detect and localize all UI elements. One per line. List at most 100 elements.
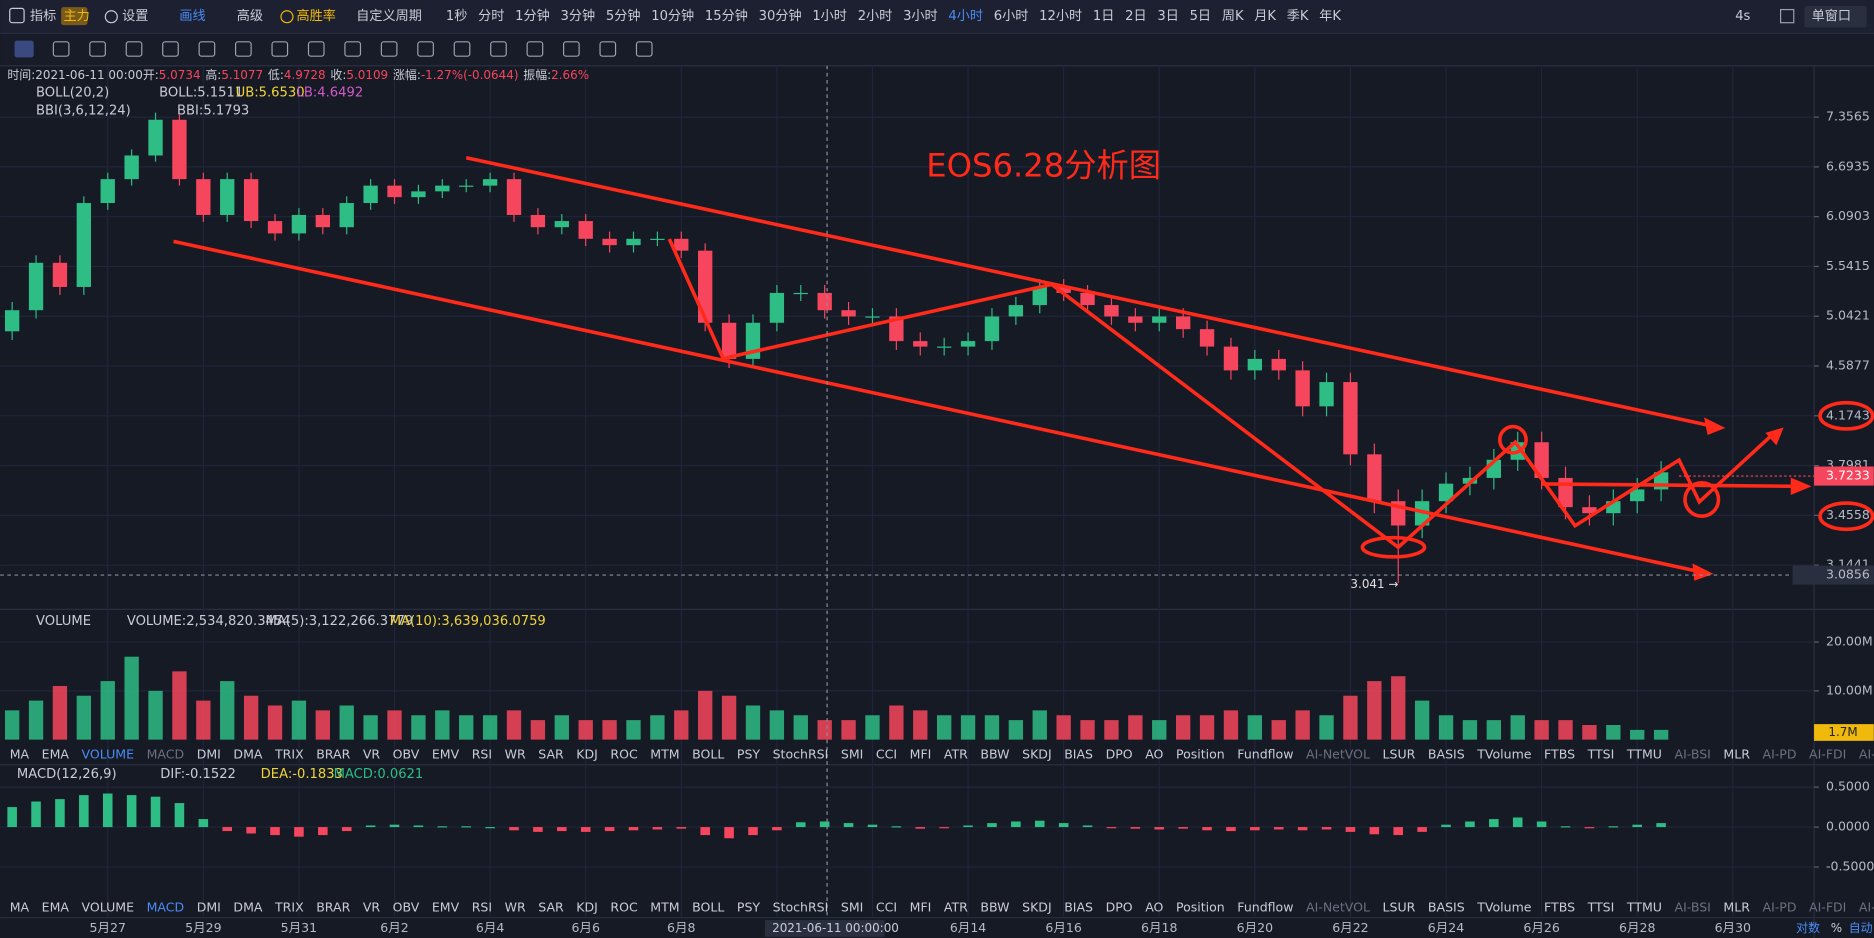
indicator-tab[interactable]: EMV [432,900,460,915]
indicator-tab[interactable]: AO [1145,900,1163,915]
tool-icon[interactable] [198,41,216,57]
indicator-tab[interactable]: MACD [147,900,185,915]
period-option[interactable]: 5分钟 [606,7,641,24]
indicator-tab[interactable]: KDJ [576,900,598,915]
indicator-tab[interactable]: MFI [910,900,932,915]
tool-icon[interactable] [307,41,325,57]
indicator-tab[interactable]: AI-PD [1763,900,1797,915]
indicator-tab[interactable]: BOLL [692,747,724,762]
tool-icon[interactable] [453,41,471,57]
period-option[interactable]: 6小时 [994,8,1029,24]
indicator-tab[interactable]: CCI [876,900,897,915]
indicator-tab[interactable]: Fundflow [1237,747,1293,762]
tool-icon[interactable] [52,41,70,57]
window-label[interactable]: 单窗口 [1812,7,1851,24]
period-option[interactable]: 15分钟 [705,7,748,24]
indicator-tab[interactable]: PSY [737,747,761,762]
tool-icon[interactable] [271,41,289,57]
tool-icon[interactable] [599,41,617,57]
indicator-tab[interactable]: ATR [944,900,968,915]
indicator-tab[interactable]: BBW [980,900,1009,915]
axis-option[interactable]: 对数 [1796,920,1820,935]
axis-option[interactable]: 自动 [1849,921,1873,935]
indicator-tab[interactable]: OBV [393,747,420,762]
period-option[interactable]: 1秒 [446,8,467,24]
menu-winrate[interactable]: 高胜率 [297,7,336,24]
indicator-tab[interactable]: LSUR [1383,900,1416,915]
tool-icon[interactable] [380,41,398,57]
indicator-tab[interactable]: TVolume [1476,747,1532,762]
indicator-tab[interactable]: FTBS [1544,900,1575,915]
period-option[interactable]: 3分钟 [561,7,596,24]
indicator-tab[interactable]: BBW [980,747,1009,762]
indicator-tab[interactable]: AI-FDI [1809,900,1846,915]
tool-icon[interactable] [344,41,362,57]
indicator-tab[interactable]: Position [1176,747,1225,762]
period-option[interactable]: 分时 [478,8,504,24]
indicator-tab[interactable]: CCI [876,747,897,762]
indicator-tab[interactable]: SKDJ [1022,900,1052,915]
indicator-tab[interactable]: DPO [1106,900,1133,915]
indicator-tab[interactable]: MLR [1723,900,1750,915]
indicator-tab[interactable]: MTM [650,747,679,762]
tool-icon[interactable] [562,41,580,57]
indicator-tab[interactable]: TTMU [1626,900,1662,915]
period-option[interactable]: 1分钟 [515,7,550,24]
period-option[interactable]: 3小时 [903,8,938,24]
indicator-tab[interactable]: AI-BSI [1675,747,1711,762]
menu-indicator[interactable]: 指标 [30,8,56,24]
indicator-tab[interactable]: WR [505,747,526,762]
indicator-tab[interactable]: PSY [737,900,761,915]
period-option[interactable]: 2日 [1125,9,1146,24]
period-option[interactable]: 周K [1222,9,1244,24]
indicator-tab[interactable]: MTM [650,900,679,915]
indicator-tab[interactable]: VR [363,747,381,762]
window-button[interactable] [1804,5,1867,28]
indicator-tab[interactable]: AI-NetVOL [1306,747,1370,762]
indicator-tab[interactable]: ROC [610,747,638,762]
indicator-tab[interactable]: EMA [42,747,70,762]
indicator-tab[interactable]: LSUR [1383,747,1416,762]
indicator-tab[interactable]: TTSI [1587,900,1615,915]
period-option[interactable]: 1小时 [812,8,847,24]
tool-icon[interactable] [490,41,507,57]
indicator-tab[interactable]: SKDJ [1022,747,1052,762]
indicator-tab[interactable]: TTSI [1587,747,1615,762]
indicator-tab[interactable]: SAR [538,747,564,762]
period-option[interactable]: 2小时 [858,8,893,24]
period-option[interactable]: 5日 [1190,9,1211,24]
indicator-tab[interactable]: DMI [197,747,221,762]
indicator-tab[interactable]: ATR [944,747,968,762]
indicator-tab[interactable]: AI-LI [1859,900,1874,915]
indicator-tab[interactable]: DMA [233,900,262,915]
tool-icon[interactable] [234,41,252,57]
indicator-tab[interactable]: EMA [42,900,70,915]
indicator-tab[interactable]: BOLL [692,900,724,915]
indicator-tab[interactable]: DMI [197,900,221,915]
indicator-tab[interactable]: WR [505,900,526,915]
indicator-tab[interactable]: BRAR [316,900,350,915]
period-option[interactable]: 1日 [1093,9,1114,24]
indicator-tab[interactable]: TTMU [1626,747,1662,762]
tool-icon[interactable] [162,41,179,57]
menu-main[interactable]: 主力 [64,8,90,24]
menu-custom-period[interactable]: 自定义周期 [356,8,422,24]
indicator-tab[interactable]: StochRSI [773,747,829,762]
indicator-tab[interactable]: StochRSI [773,900,829,915]
indicator-tab[interactable]: ROC [610,900,638,915]
indicator-tab[interactable]: EMV [432,747,460,762]
indicator-tab[interactable]: KDJ [576,747,598,762]
indicator-tab[interactable]: VOLUME [82,747,135,762]
indicator-tab[interactable]: BIAS [1064,900,1093,915]
icon[interactable] [1780,8,1795,24]
indicator-tab[interactable]: AI-BSI [1675,900,1711,915]
menu-advanced[interactable]: 高级 [237,7,263,24]
indicator-tab[interactable]: AI-FDI [1809,747,1846,762]
indicator-tab[interactable]: RSI [472,900,492,915]
indicator-tab[interactable]: MA [10,900,30,915]
period-option[interactable]: 季K [1287,8,1309,24]
menu-settings[interactable]: 设置 [122,8,148,24]
indicator-tab[interactable]: DPO [1106,747,1133,762]
indicator-tab[interactable]: MA [10,747,30,762]
indicator-tab[interactable]: AI-NetVOL [1306,900,1370,915]
